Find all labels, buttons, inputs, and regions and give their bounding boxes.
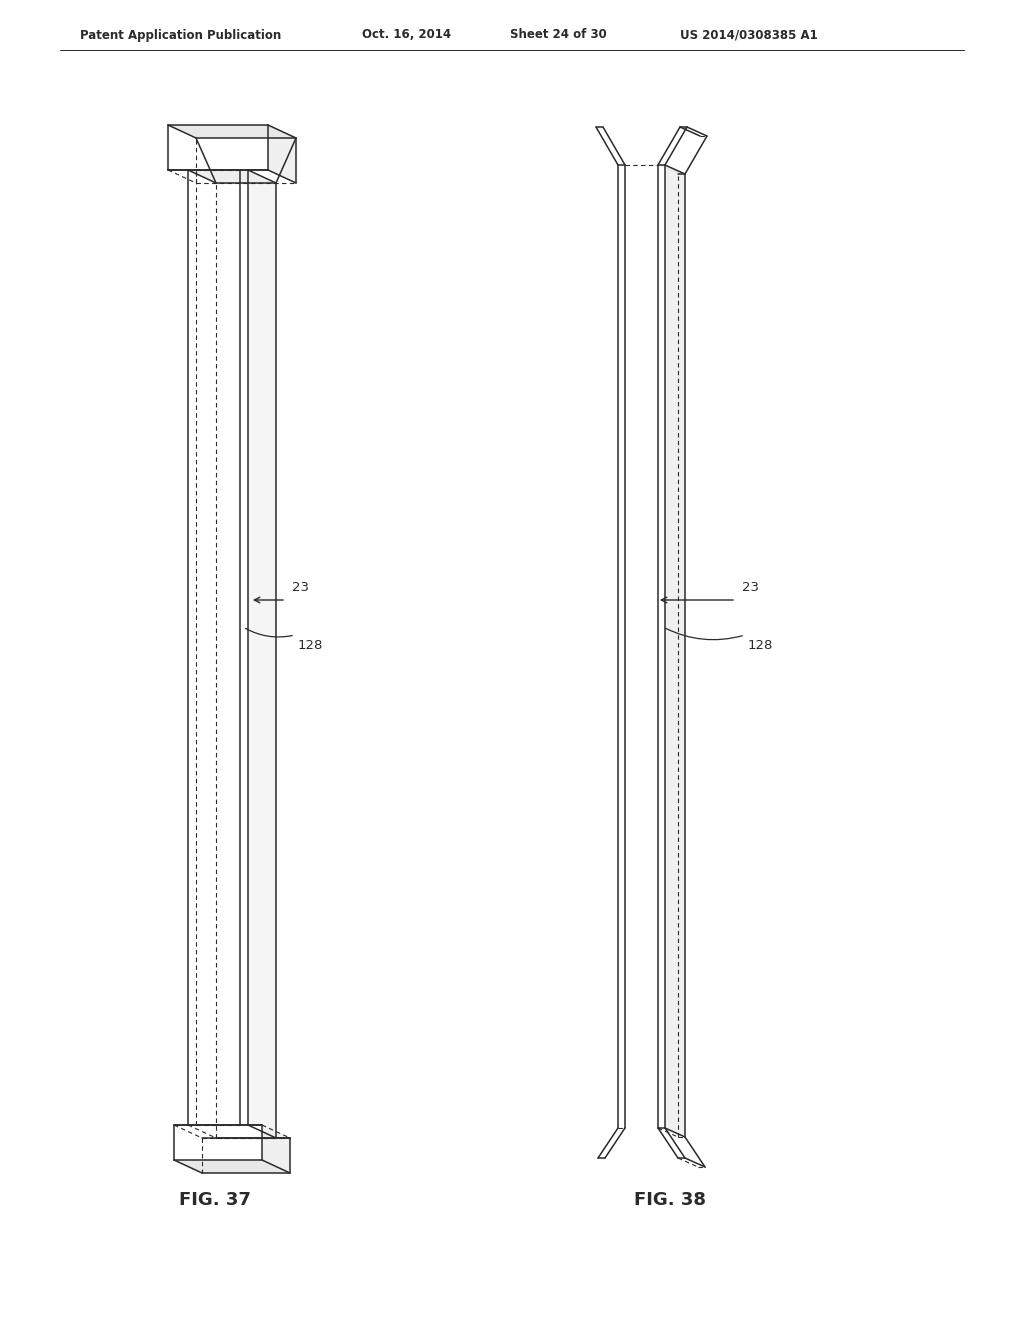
Polygon shape — [168, 125, 268, 170]
Text: Patent Application Publication: Patent Application Publication — [80, 29, 282, 41]
Polygon shape — [665, 165, 685, 1137]
Text: 128: 128 — [748, 639, 773, 652]
Text: FIG. 37: FIG. 37 — [179, 1191, 251, 1209]
Polygon shape — [262, 1125, 290, 1173]
Polygon shape — [658, 165, 685, 174]
Text: Oct. 16, 2014: Oct. 16, 2014 — [362, 29, 452, 41]
Polygon shape — [174, 1160, 290, 1173]
Polygon shape — [168, 125, 296, 139]
Text: 23: 23 — [292, 581, 309, 594]
Polygon shape — [174, 1125, 262, 1160]
Polygon shape — [268, 125, 296, 183]
Polygon shape — [618, 165, 625, 1129]
Text: US 2014/0308385 A1: US 2014/0308385 A1 — [680, 29, 818, 41]
Text: 128: 128 — [298, 639, 324, 652]
Polygon shape — [188, 170, 276, 183]
Text: FIG. 38: FIG. 38 — [634, 1191, 706, 1209]
Text: Sheet 24 of 30: Sheet 24 of 30 — [510, 29, 607, 41]
Text: 23: 23 — [742, 581, 759, 594]
Polygon shape — [188, 170, 248, 1125]
Polygon shape — [248, 170, 276, 1138]
Polygon shape — [658, 165, 665, 1129]
